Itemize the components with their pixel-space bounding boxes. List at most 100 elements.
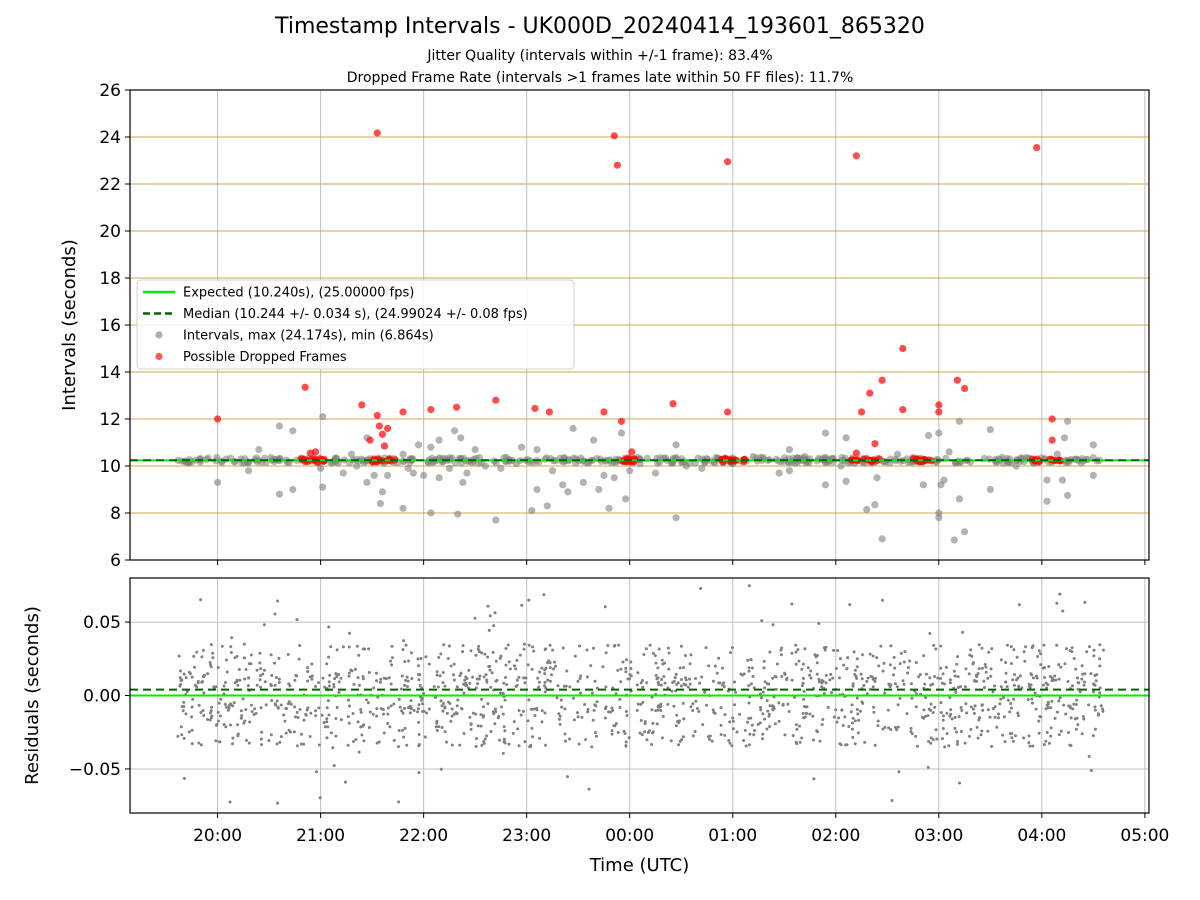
residual-point bbox=[507, 742, 511, 746]
residual-point bbox=[1050, 676, 1054, 680]
residual-point bbox=[986, 729, 990, 733]
residual-point bbox=[641, 685, 645, 689]
residual-point bbox=[191, 697, 195, 701]
residual-point bbox=[180, 678, 184, 682]
residual-point bbox=[224, 725, 228, 729]
residual-point bbox=[673, 676, 677, 680]
residual-point bbox=[672, 679, 676, 683]
residual-point bbox=[765, 699, 769, 703]
residual-point bbox=[435, 673, 439, 677]
residual-point bbox=[873, 679, 877, 683]
residual-point bbox=[417, 732, 421, 736]
residual-point bbox=[305, 708, 309, 712]
residual-point bbox=[179, 682, 183, 686]
residual-point bbox=[842, 663, 846, 667]
residual-point bbox=[715, 671, 719, 675]
residual-point bbox=[347, 645, 351, 649]
residual-point bbox=[501, 751, 505, 755]
residual-point bbox=[629, 667, 633, 671]
residual-point bbox=[361, 647, 365, 651]
residual-point bbox=[1057, 699, 1061, 703]
residual-point bbox=[347, 721, 351, 725]
residual-point bbox=[552, 667, 556, 671]
residual-point bbox=[480, 743, 484, 747]
residual-point bbox=[401, 711, 405, 715]
residual-point bbox=[327, 680, 331, 684]
residual-point bbox=[969, 648, 973, 652]
interval-point bbox=[610, 474, 618, 482]
residual-point bbox=[517, 708, 521, 712]
residual-point bbox=[1033, 691, 1037, 695]
residual-point bbox=[667, 651, 671, 655]
interval-point bbox=[427, 509, 435, 517]
residual-point bbox=[471, 675, 475, 679]
interval-point bbox=[457, 434, 465, 442]
residual-point bbox=[356, 676, 360, 680]
residual-point bbox=[768, 704, 772, 708]
residual-point bbox=[543, 711, 547, 715]
residual-point bbox=[259, 685, 263, 689]
residual-point bbox=[851, 682, 855, 686]
residual-point bbox=[751, 675, 755, 679]
residual-point bbox=[1081, 715, 1085, 719]
residual-point bbox=[390, 663, 394, 667]
residual-point bbox=[531, 645, 535, 649]
residual-point bbox=[830, 691, 834, 695]
residual-point bbox=[798, 724, 802, 728]
residual-point bbox=[711, 708, 715, 712]
residual-point bbox=[743, 728, 747, 732]
top-y-tick-label: 12 bbox=[99, 410, 121, 430]
residual-point bbox=[327, 655, 331, 659]
residual-point bbox=[964, 702, 968, 706]
residual-point bbox=[1063, 662, 1067, 666]
residual-point bbox=[572, 696, 576, 700]
residual-point bbox=[763, 680, 767, 684]
dropped-frame-point bbox=[739, 458, 748, 466]
residual-point bbox=[803, 647, 807, 651]
residual-point bbox=[462, 691, 466, 695]
residual-point bbox=[752, 733, 756, 737]
residual-point bbox=[1098, 643, 1102, 647]
residual-point bbox=[449, 664, 453, 668]
residual-point bbox=[479, 724, 483, 728]
residual-point bbox=[801, 676, 805, 680]
interval-point bbox=[621, 495, 630, 503]
residual-point bbox=[418, 683, 422, 687]
legend-entry: Intervals, max (24.174s), min (6.864s) bbox=[183, 329, 434, 344]
residual-point bbox=[624, 666, 628, 670]
residual-point bbox=[222, 722, 226, 726]
residual-point bbox=[228, 703, 232, 707]
residual-point bbox=[613, 643, 617, 647]
residual-point bbox=[1052, 678, 1056, 682]
residual-point bbox=[202, 673, 206, 677]
residual-point bbox=[889, 728, 893, 732]
residual-point bbox=[521, 709, 525, 713]
residual-point bbox=[813, 653, 817, 657]
residual-point bbox=[698, 681, 702, 685]
axis-labels: Time (UTC) Intervals (seconds) Residuals (… bbox=[22, 239, 689, 876]
residual-point bbox=[483, 737, 487, 741]
x-tick-label: 02:00 bbox=[811, 826, 860, 846]
residual-point bbox=[660, 736, 664, 740]
dropped-frame-point bbox=[373, 129, 381, 137]
residual-point bbox=[882, 661, 886, 665]
residual-point bbox=[402, 639, 406, 643]
residual-point bbox=[955, 662, 959, 666]
residual-point bbox=[455, 685, 459, 689]
residual-point bbox=[416, 707, 420, 711]
residual-point bbox=[1044, 739, 1048, 743]
residual-point bbox=[624, 744, 628, 748]
interval-point bbox=[465, 458, 473, 466]
residual-point bbox=[481, 705, 485, 709]
residual-point bbox=[351, 739, 355, 743]
residual-point bbox=[1039, 663, 1043, 667]
residual-point bbox=[1010, 732, 1014, 736]
residual-point bbox=[640, 679, 644, 683]
residual-point bbox=[1014, 678, 1018, 682]
residual-point bbox=[656, 666, 660, 670]
residual-point bbox=[502, 740, 506, 744]
residual-point bbox=[1080, 732, 1084, 736]
residual-point bbox=[477, 677, 481, 681]
residual-point bbox=[889, 644, 893, 648]
dropped-frame-point bbox=[492, 396, 500, 404]
